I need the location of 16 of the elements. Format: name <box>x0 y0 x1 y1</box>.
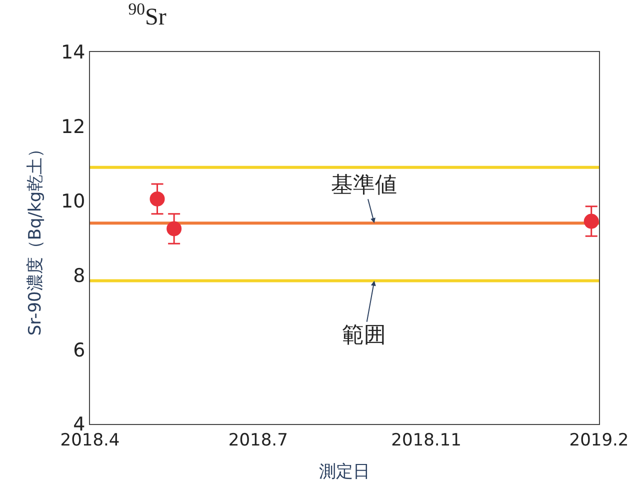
y-tick-label: 8 <box>73 264 86 287</box>
annotation: 範囲 <box>342 323 386 348</box>
x-axis-title: 測定日 <box>319 462 370 482</box>
y-tick-label: 6 <box>73 339 86 362</box>
point <box>584 214 599 229</box>
point <box>166 221 182 236</box>
point <box>150 191 165 206</box>
chart-title: $^{90}$Sr <box>128 0 166 30</box>
y-tick-label: 10 <box>61 190 86 212</box>
y-tick-label: 12 <box>61 116 86 138</box>
x-tick-label: 2018.7 <box>228 430 288 450</box>
y-tick-label: 14 <box>61 42 86 64</box>
x-tick-label: 2018.11 <box>391 430 462 450</box>
y-axis-title: Sr-90濃度（Bq/kg乾土） <box>26 140 46 336</box>
annotation: 基準値 <box>331 173 397 198</box>
x-tick-label: 2019.2 <box>569 430 629 450</box>
